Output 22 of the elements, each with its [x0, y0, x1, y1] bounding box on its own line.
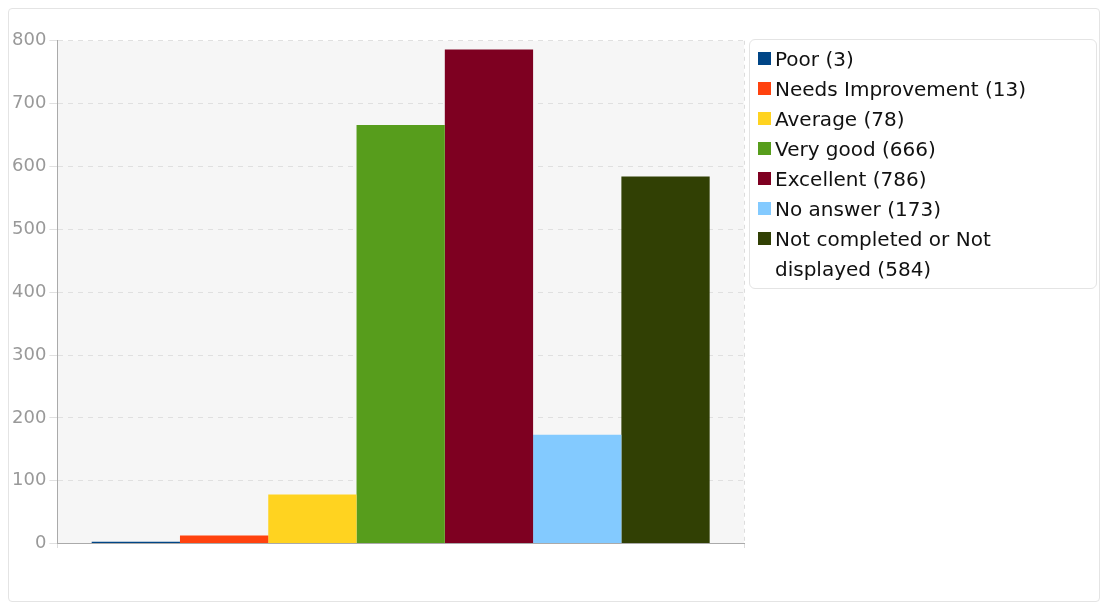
legend-label: Poor (3)	[775, 46, 854, 73]
y-tick-label: 600	[12, 154, 47, 176]
legend-label: Not completed or Not displayed (584)	[775, 226, 992, 283]
y-tick-label: 400	[12, 279, 47, 301]
y-tick-label: 0	[34, 531, 47, 553]
bar	[621, 176, 710, 544]
legend-label: Very good (666)	[775, 136, 936, 163]
y-tick-label: 200	[12, 405, 47, 427]
bar	[179, 535, 269, 544]
legend-label: Average (78)	[775, 106, 905, 133]
bar	[533, 434, 622, 544]
y-tick-label: 100	[12, 468, 47, 490]
bar	[356, 125, 445, 544]
y-tick-label: 300	[12, 342, 47, 364]
legend-label: Excellent (786)	[775, 166, 927, 193]
legend-label: Needs Improvement (13)	[775, 76, 1026, 103]
y-tick-label: 500	[12, 217, 47, 239]
bar	[268, 494, 357, 544]
legend-label: No answer (173)	[775, 196, 941, 223]
y-tick-label: 700	[12, 91, 47, 113]
y-tick-label: 800	[12, 28, 47, 50]
bar	[444, 49, 534, 544]
